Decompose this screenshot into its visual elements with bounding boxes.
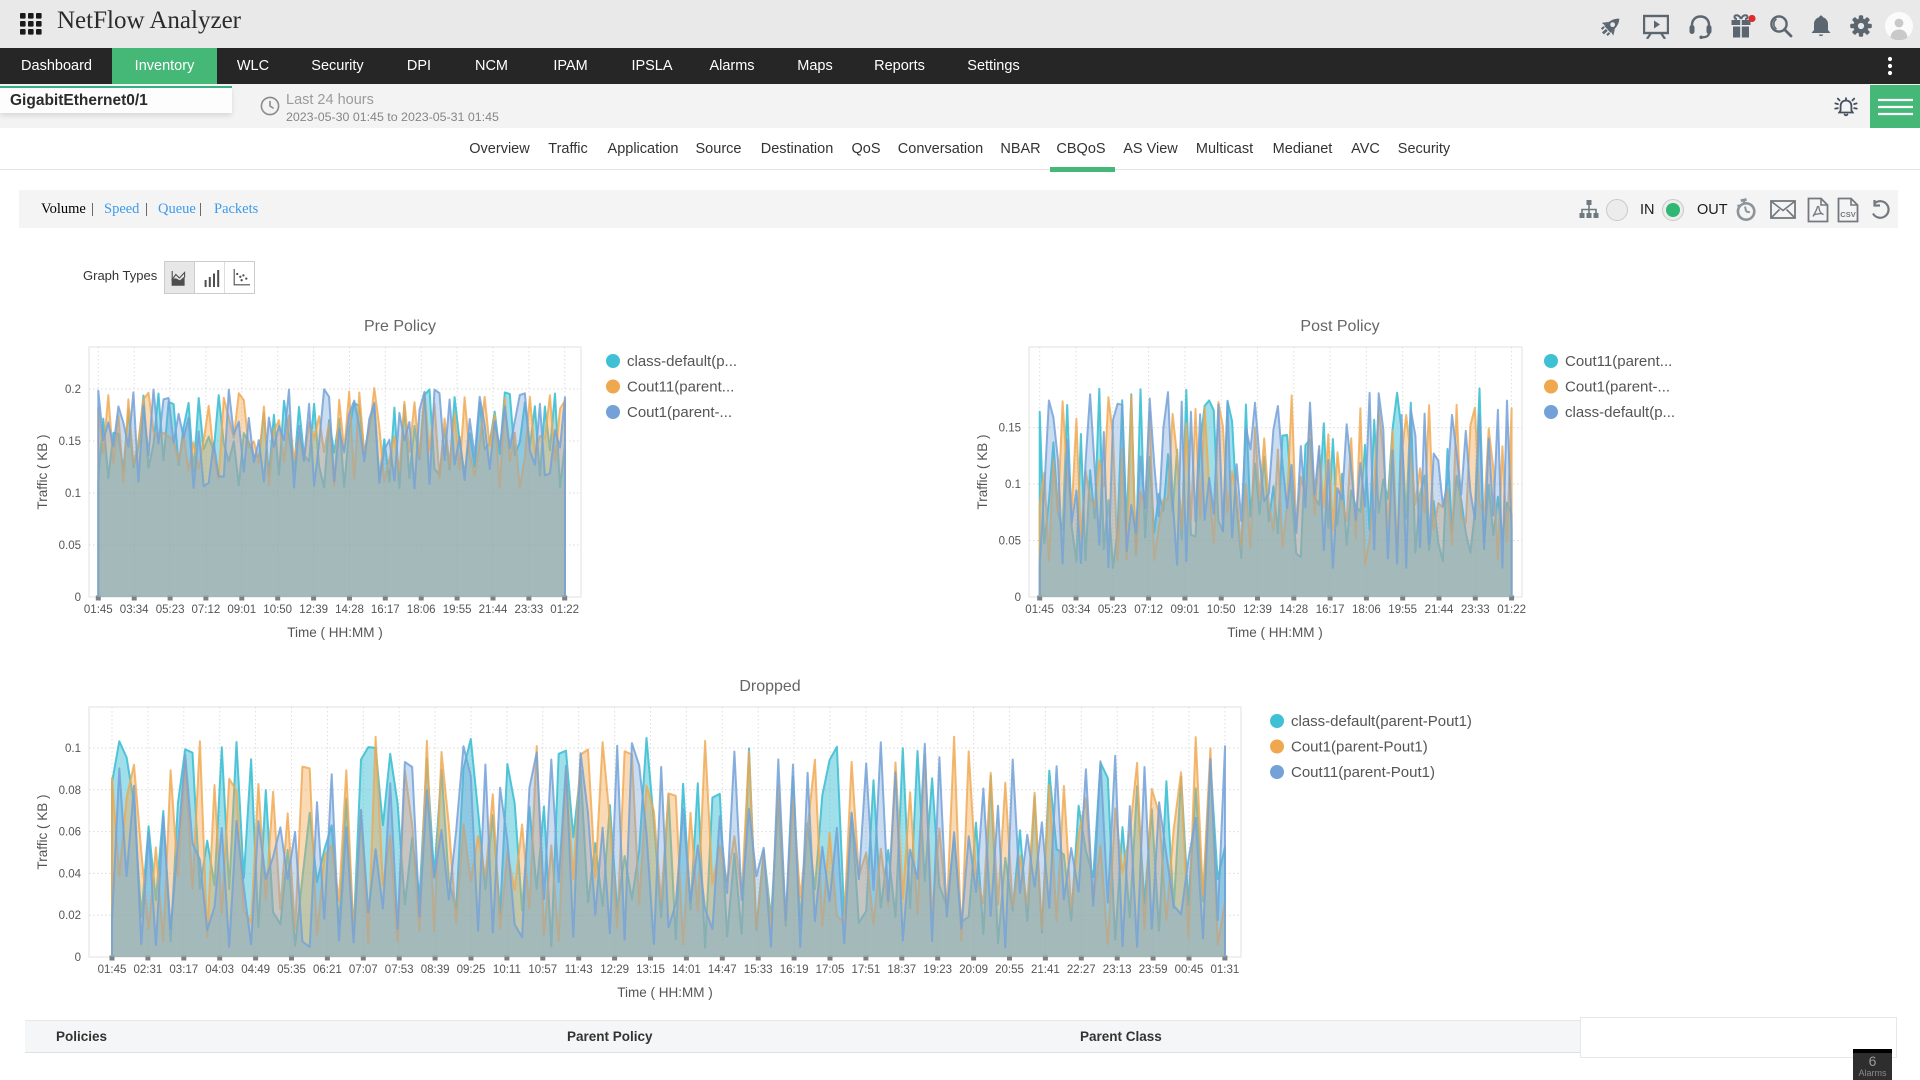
svg-text:09:25: 09:25	[457, 964, 486, 976]
svg-text:07:07: 07:07	[349, 964, 378, 976]
svg-text:12:39: 12:39	[1243, 604, 1272, 616]
svg-text:Time ( HH:MM ): Time ( HH:MM )	[1227, 625, 1322, 640]
svg-text:01:45: 01:45	[84, 604, 113, 616]
svg-text:Cout11(parent-Pout1): Cout11(parent-Pout1)	[1291, 764, 1435, 781]
svg-text:Post Policy: Post Policy	[1300, 318, 1379, 335]
svg-text:20:09: 20:09	[959, 964, 988, 976]
svg-text:Cout1(parent-...: Cout1(parent-...	[627, 404, 732, 421]
svg-text:23:33: 23:33	[515, 604, 544, 616]
svg-text:01:45: 01:45	[98, 964, 127, 976]
svg-text:class-default(p...: class-default(p...	[1565, 404, 1675, 421]
svg-text:23:33: 23:33	[1461, 604, 1490, 616]
svg-text:Cout11(parent...: Cout11(parent...	[627, 379, 734, 396]
svg-text:15:33: 15:33	[744, 964, 773, 976]
svg-text:14:28: 14:28	[335, 604, 364, 616]
svg-text:10:11: 10:11	[493, 964, 521, 976]
svg-text:05:35: 05:35	[277, 964, 306, 976]
svg-text:0: 0	[75, 952, 81, 964]
svg-text:Dropped: Dropped	[739, 678, 800, 695]
svg-text:07:12: 07:12	[192, 604, 221, 616]
svg-text:10:50: 10:50	[263, 604, 292, 616]
svg-text:09:01: 09:01	[1171, 604, 1200, 616]
svg-text:0.05: 0.05	[999, 536, 1021, 548]
svg-text:0: 0	[75, 592, 81, 604]
svg-text:Time ( HH:MM ): Time ( HH:MM )	[617, 985, 712, 1000]
svg-text:02:31: 02:31	[134, 964, 163, 976]
svg-text:Cout1(parent-...: Cout1(parent-...	[1565, 379, 1670, 396]
svg-text:0.08: 0.08	[59, 785, 81, 797]
svg-text:Traffic ( KB ): Traffic ( KB )	[35, 794, 50, 869]
svg-text:0.04: 0.04	[59, 868, 82, 880]
svg-text:Time ( HH:MM ): Time ( HH:MM )	[287, 625, 382, 640]
svg-text:16:19: 16:19	[780, 964, 809, 976]
svg-text:14:01: 14:01	[672, 964, 701, 976]
svg-text:20:55: 20:55	[995, 964, 1024, 976]
svg-text:08:39: 08:39	[421, 964, 450, 976]
svg-text:03:34: 03:34	[1062, 604, 1091, 616]
svg-text:04:03: 04:03	[205, 964, 234, 976]
svg-text:21:41: 21:41	[1031, 964, 1060, 976]
svg-text:Traffic ( KB ): Traffic ( KB )	[35, 434, 50, 509]
svg-text:Traffic ( KB ): Traffic ( KB )	[975, 434, 990, 509]
svg-text:01:31: 01:31	[1211, 964, 1240, 976]
svg-text:0.1: 0.1	[65, 488, 81, 500]
svg-text:13:15: 13:15	[636, 964, 665, 976]
svg-text:21:44: 21:44	[479, 604, 508, 616]
svg-text:05:23: 05:23	[156, 604, 185, 616]
svg-text:19:23: 19:23	[923, 964, 952, 976]
svg-text:0.15: 0.15	[999, 423, 1021, 435]
svg-text:10:57: 10:57	[528, 964, 557, 976]
svg-text:17:51: 17:51	[852, 964, 881, 976]
svg-text:12:29: 12:29	[600, 964, 629, 976]
svg-text:07:12: 07:12	[1134, 604, 1163, 616]
svg-text:16:17: 16:17	[1316, 604, 1345, 616]
svg-text:0: 0	[1015, 592, 1021, 604]
svg-text:Pre Policy: Pre Policy	[364, 318, 436, 335]
svg-text:23:13: 23:13	[1103, 964, 1132, 976]
svg-text:23:59: 23:59	[1139, 964, 1168, 976]
svg-text:18:37: 18:37	[887, 964, 916, 976]
svg-text:01:22: 01:22	[1497, 604, 1526, 616]
svg-text:01:22: 01:22	[550, 604, 579, 616]
svg-text:22:27: 22:27	[1067, 964, 1096, 976]
svg-text:16:17: 16:17	[371, 604, 400, 616]
svg-text:12:39: 12:39	[299, 604, 328, 616]
svg-text:class-default(p...: class-default(p...	[627, 353, 737, 370]
svg-text:19:55: 19:55	[1388, 604, 1417, 616]
svg-text:10:50: 10:50	[1207, 604, 1236, 616]
svg-text:0.2: 0.2	[65, 384, 81, 396]
svg-text:03:17: 03:17	[169, 964, 198, 976]
svg-text:18:06: 18:06	[1352, 604, 1381, 616]
svg-text:Cout1(parent-Pout1): Cout1(parent-Pout1)	[1291, 739, 1428, 756]
svg-text:class-default(parent-Pout1): class-default(parent-Pout1)	[1291, 713, 1472, 730]
svg-text:Cout11(parent...: Cout11(parent...	[1565, 353, 1672, 370]
svg-text:05:23: 05:23	[1098, 604, 1127, 616]
svg-text:01:45: 01:45	[1025, 604, 1054, 616]
svg-text:21:44: 21:44	[1425, 604, 1454, 616]
svg-text:11:43: 11:43	[565, 964, 593, 976]
svg-text:19:55: 19:55	[443, 604, 472, 616]
svg-text:00:45: 00:45	[1175, 964, 1204, 976]
svg-text:0.1: 0.1	[65, 743, 81, 755]
svg-text:03:34: 03:34	[120, 604, 149, 616]
svg-text:14:47: 14:47	[708, 964, 737, 976]
svg-text:14:28: 14:28	[1279, 604, 1308, 616]
svg-text:0.1: 0.1	[1005, 479, 1021, 491]
svg-text:04:49: 04:49	[241, 964, 270, 976]
svg-text:17:05: 17:05	[816, 964, 845, 976]
svg-text:0.06: 0.06	[59, 827, 81, 839]
svg-text:06:21: 06:21	[313, 964, 342, 976]
svg-text:CSV: CSV	[1840, 210, 1855, 219]
svg-text:0.02: 0.02	[59, 910, 81, 922]
svg-text:18:06: 18:06	[407, 604, 436, 616]
svg-text:07:53: 07:53	[385, 964, 414, 976]
svg-text:09:01: 09:01	[227, 604, 256, 616]
svg-text:0.05: 0.05	[59, 540, 81, 552]
svg-text:0.15: 0.15	[59, 436, 81, 448]
